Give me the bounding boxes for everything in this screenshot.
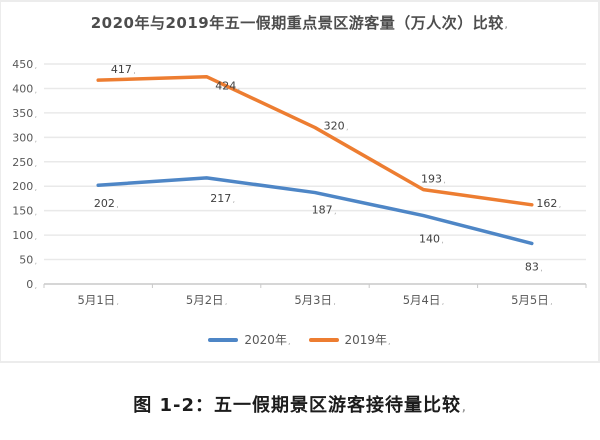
paragraph-mark: ,: [35, 233, 37, 241]
legend-label-2019-text: 2019年: [344, 333, 388, 347]
paragraph-mark: ,: [35, 86, 37, 94]
series-line-2019年: [96, 74, 534, 207]
paragraph-mark: ,: [35, 62, 37, 70]
data-label: 202,: [94, 197, 119, 210]
paragraph-mark: ,: [238, 84, 240, 92]
data-label: 83,: [525, 260, 543, 273]
data-label: 424,: [215, 80, 240, 93]
y-axis-label: 300,: [12, 131, 37, 144]
paragraph-mark: ,: [550, 298, 552, 306]
plot-area: 0, 50, 100, 150, 200, 250, 300, 350, 400, 450, 5月1…: [12, 58, 587, 307]
paragraph-mark: ,: [35, 111, 37, 119]
legend-item-2020: 2020年,: [208, 331, 291, 348]
data-label: 187,: [312, 204, 337, 217]
legend-swatch-2019: [308, 337, 339, 342]
paragraph-mark: ,: [504, 21, 509, 30]
figure-caption: 图 1-2：五一假期景区游客接待量比较,: [0, 391, 600, 417]
data-label: 193,: [421, 173, 446, 186]
paragraph-mark: ,: [35, 160, 37, 168]
paragraph-mark: ,: [540, 264, 542, 272]
paragraph-mark: ,: [35, 282, 37, 290]
caption-text: 图 1-2：五一假期景区游客接待量比较: [133, 395, 461, 416]
y-axis-label: 150,: [12, 205, 37, 218]
legend-label-2019: 2019年,: [345, 331, 391, 348]
chart-title: 2020年与2019年五一假期重点景区游客量（万人次）比较,: [1, 12, 598, 33]
legend: 2020年, 2019年,: [1, 331, 598, 348]
data-label: 162,: [536, 197, 561, 210]
data-label: 140,: [419, 233, 444, 246]
y-axis-label: 450,: [12, 58, 37, 71]
y-axis-label: 400,: [12, 82, 37, 95]
legend-item-2019: 2019年,: [308, 331, 391, 348]
paragraph-mark: ,: [287, 337, 291, 346]
y-axis-label: 350,: [12, 107, 37, 120]
paragraph-mark: ,: [442, 298, 444, 306]
y-axis-label: 50,: [19, 254, 37, 267]
paragraph-mark: ,: [117, 298, 119, 306]
paragraph-mark: ,: [388, 337, 391, 346]
paragraph-mark: ,: [334, 208, 336, 216]
x-axis-label: 5月1日,: [78, 293, 119, 307]
paragraph-mark: ,: [346, 124, 348, 132]
paragraph-mark: ,: [35, 209, 37, 217]
data-label: 217,: [210, 192, 235, 205]
legend-swatch-2020: [208, 337, 239, 342]
paragraph-mark: ,: [225, 298, 227, 306]
y-axis-label: 250,: [12, 156, 37, 169]
x-axis-label: 5月4日,: [403, 293, 444, 307]
chart-panel: 0, 50, 100, 150, 200, 250, 300, 350, 400, 450, 5月1…: [0, 0, 600, 363]
paragraph-mark: ,: [442, 237, 444, 245]
paragraph-mark: ,: [35, 258, 37, 266]
y-axis-label: 100,: [12, 229, 37, 242]
paragraph-mark: ,: [35, 184, 37, 192]
legend-label-2020: 2020年,: [244, 331, 290, 348]
legend-label-2020-text: 2020年: [244, 333, 287, 347]
paragraph-mark: ,: [133, 67, 135, 75]
x-axis-label: 5月5日,: [511, 293, 552, 307]
paragraph-mark: ,: [333, 298, 335, 306]
paragraph-mark: ,: [233, 196, 235, 204]
paragraph-mark: ,: [116, 201, 118, 209]
y-axis-label: 0,: [26, 278, 37, 291]
paragraph-mark: ,: [461, 403, 467, 414]
data-label: 417,: [111, 63, 136, 76]
data-label: 320,: [324, 120, 349, 133]
paragraph-mark: ,: [35, 135, 37, 143]
paragraph-mark: ,: [444, 177, 446, 185]
x-axis-label: 5月2日,: [186, 293, 227, 307]
paragraph-mark: ,: [559, 201, 561, 209]
y-axis-label: 200,: [12, 180, 37, 193]
x-axis-label: 5月3日,: [294, 293, 335, 307]
chart-title-text: 2020年与2019年五一假期重点景区游客量（万人次）比较: [90, 14, 504, 32]
series-line-2020年: [96, 176, 534, 246]
